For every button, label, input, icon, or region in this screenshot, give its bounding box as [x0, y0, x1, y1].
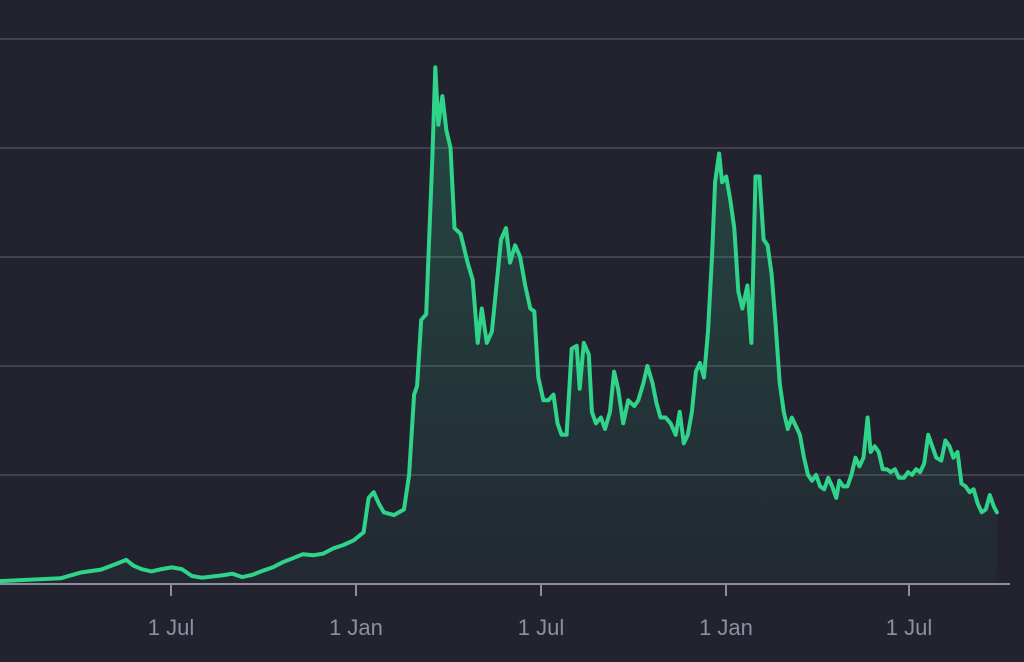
x-tick-label-3: 1 Jul	[518, 615, 564, 640]
x-tick-label-1: 1 Jul	[148, 615, 194, 640]
series-area-fill	[0, 67, 997, 584]
x-tick-label-4: 1 Jan	[699, 615, 753, 640]
x-tick-label-2: 1 Jan	[329, 615, 383, 640]
x-axis-ticks: 1 Jul 1 Jan 1 Jul 1 Jan 1 Jul	[148, 584, 932, 640]
series-line	[0, 65, 999, 584]
x-tick-label-5: 1 Jul	[886, 615, 932, 640]
